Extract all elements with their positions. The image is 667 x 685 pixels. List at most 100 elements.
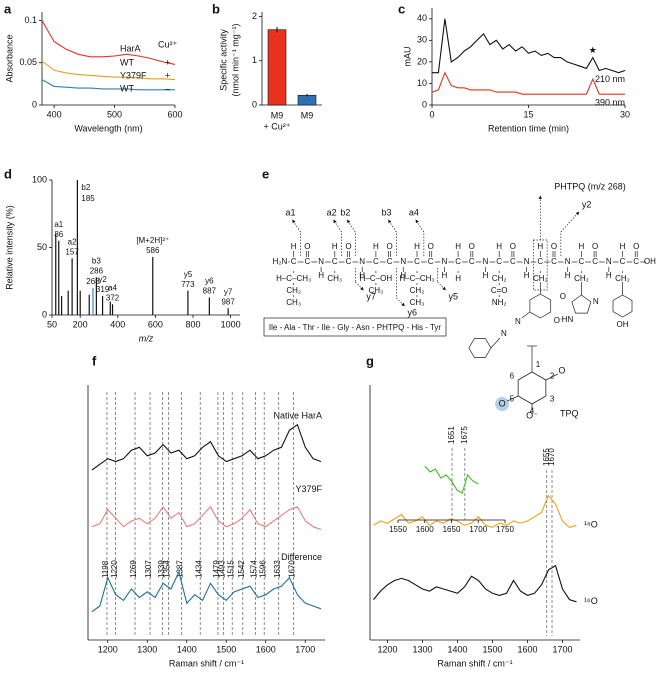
atom: O (633, 242, 639, 251)
y-tick-label: 1 (252, 55, 257, 65)
raman-line (373, 564, 577, 603)
legend-header: HarA (120, 43, 141, 53)
atom: H₂N (273, 257, 288, 266)
atom: H–C–CH₃ (399, 274, 434, 283)
x-tick-label: 1500 (216, 644, 236, 654)
y-tick-label: 30 (417, 35, 427, 45)
series-label: 390 nm (595, 98, 625, 108)
legend-label: WT (120, 57, 134, 67)
atom: CH₃ (368, 286, 383, 295)
atom: C (428, 257, 434, 266)
atom: C (346, 257, 352, 266)
y-tick-label: 20 (417, 56, 427, 66)
spectrum-line (41, 79, 175, 91)
x-tick-label: 400 (47, 109, 62, 119)
x-tick-label: 600 (167, 109, 182, 119)
ion-label: a2 (68, 237, 77, 246)
x-tick-label: 1650 (443, 525, 461, 534)
peak-label: 1387 (176, 560, 185, 578)
atom: H (291, 242, 297, 251)
mz-label: 773 (181, 280, 195, 289)
ion-label: a1 (54, 220, 63, 229)
y-tick-label: 0 (422, 99, 427, 109)
arrow (355, 281, 364, 291)
panel-label: a (4, 1, 12, 16)
sequence: Ile - Ala - Thr - Ile - Gly - Asn - PHTP… (269, 323, 442, 332)
x-tick-label: 600 (148, 319, 163, 329)
ring (468, 338, 492, 358)
y-tick-label: 0 (42, 309, 47, 319)
x-tick-label: 1700 (469, 525, 487, 534)
atom: H (606, 271, 612, 280)
atom: O (428, 242, 434, 251)
peak-label: 1574 (250, 560, 259, 578)
x-tick-label: 0 (429, 109, 434, 119)
y-tick-label: 2 (252, 11, 257, 21)
ring-number: 5 (510, 395, 515, 404)
arrow (560, 211, 580, 233)
atom: H (483, 271, 489, 280)
atom: C=O (491, 286, 508, 295)
legend-label: Y379F (120, 70, 147, 80)
ion-label: [M+2H]²⁺ (136, 236, 169, 245)
x-axis-label: Raman shift / cm⁻¹ (169, 658, 244, 668)
ring-number: 6 (510, 372, 515, 381)
panel-label: c (398, 1, 405, 16)
x-tick-label: 1600 (517, 644, 537, 654)
atom: N (515, 317, 521, 326)
fragment-label: a2 (327, 207, 337, 217)
ring (612, 294, 633, 318)
peak-label: 1670 (288, 560, 297, 578)
peak-label: 1651 (447, 426, 456, 444)
atom: N (565, 257, 571, 266)
ion-label: y2 (98, 275, 107, 284)
y-tick-label: 100 (32, 174, 47, 184)
x-tick-label: 1750 (496, 525, 514, 534)
modified-label: PHTPQ (m/z 268) (554, 181, 626, 191)
panel-label: g (366, 353, 374, 368)
atom: N (359, 257, 365, 266)
atom: C (414, 257, 420, 266)
bond (506, 395, 519, 402)
peak-label: 1515 (226, 560, 235, 578)
x-tick-label: 1300 (412, 644, 432, 654)
x-tick-label: 1400 (447, 644, 467, 654)
peak-label: 1354 (163, 560, 172, 578)
atom: OH (617, 320, 629, 329)
peak-label: 1307 (144, 560, 153, 578)
x-tick-label: 500 (107, 109, 122, 119)
atom: OH (644, 257, 656, 266)
atom: H (318, 271, 324, 280)
fragment-label: b3 (381, 207, 391, 217)
series-label: ¹⁶O (584, 596, 598, 606)
x-tick-label: 1200 (377, 644, 397, 654)
peak-label: 1542 (237, 560, 246, 578)
peak-label: 1675 (460, 426, 469, 444)
x-tick-label: 800 (185, 319, 200, 329)
x-tick-label: 1550 (389, 525, 407, 534)
atom: C (291, 257, 297, 266)
x-tick-label: 400 (110, 319, 125, 329)
arrow (437, 281, 446, 291)
legend-header: Cu²⁺ (158, 39, 178, 49)
fragment-label: y6 (407, 307, 417, 317)
atom: NH₂ (492, 298, 507, 307)
mz-label: 157 (65, 247, 79, 256)
atom: O (551, 242, 557, 251)
ion-label: b3 (92, 256, 101, 265)
atom: H (373, 242, 379, 251)
atom: H (537, 242, 543, 251)
fragment-label: y2 (582, 199, 592, 209)
y-tick-label: 0.05 (19, 57, 37, 67)
panel-label: f (92, 353, 97, 368)
panel-label: e (262, 166, 269, 181)
atom: H (496, 242, 502, 251)
atom: O (499, 398, 506, 408)
atom: CH₂ (574, 274, 589, 283)
y-axis-label: (nmol min⁻¹ mg⁻¹) (230, 23, 240, 96)
atom: O (560, 292, 566, 301)
x-tick-label: 50 (47, 319, 57, 329)
atom: O (386, 242, 392, 251)
atom: C (373, 257, 379, 266)
